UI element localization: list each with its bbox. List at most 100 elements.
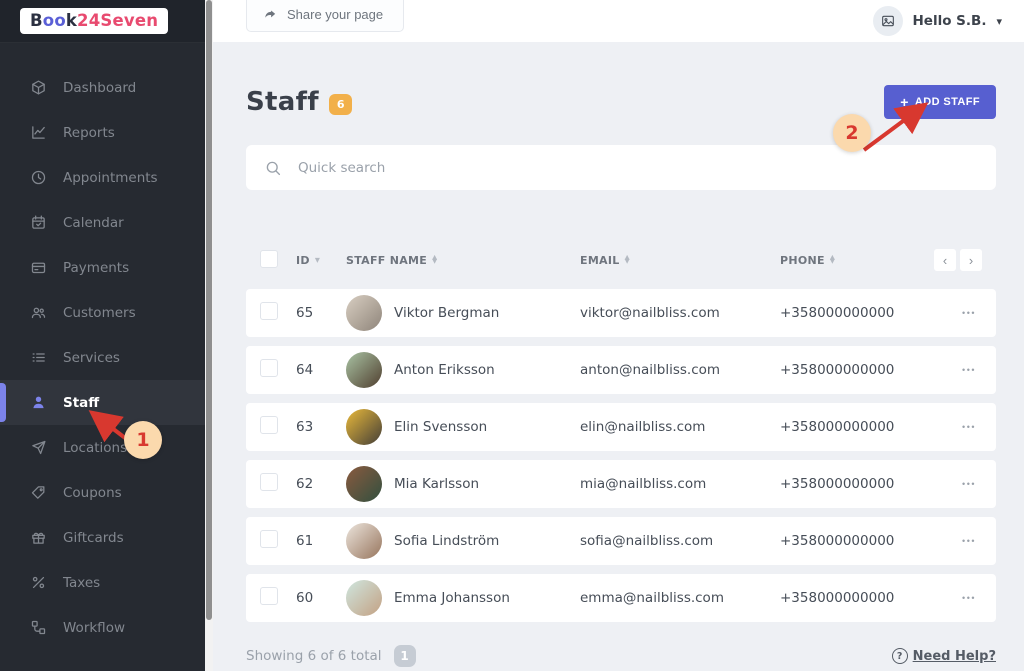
- table-row[interactable]: 62 Mia Karlsson mia@nailbliss.com +35800…: [246, 460, 996, 508]
- sidebar-item-reports[interactable]: Reports: [0, 110, 205, 155]
- chart-icon: [32, 126, 45, 139]
- logo-clock-oo: oo: [42, 11, 66, 30]
- staff-count-badge: 6: [328, 93, 353, 115]
- top-header: Share your page Hello S.B. ▾: [213, 0, 1024, 42]
- sidebar-item-services[interactable]: Services: [0, 335, 205, 380]
- annotation-step-1: 1: [124, 421, 162, 459]
- row-checkbox[interactable]: [260, 473, 278, 491]
- scrollbar-track[interactable]: [205, 0, 213, 671]
- staff-avatar: [346, 466, 382, 502]
- sidebar-item-giftcards[interactable]: Giftcards: [0, 515, 205, 560]
- help-icon: ?: [891, 648, 908, 664]
- sidebar-item-taxes[interactable]: Taxes: [0, 560, 205, 605]
- staff-avatar: [346, 409, 382, 445]
- staff-email: elin@nailbliss.com: [580, 419, 706, 435]
- person-icon: [33, 396, 44, 409]
- staff-table: 65 Viktor Bergman viktor@nailbliss.com +…: [246, 289, 996, 622]
- sidebar-item-label: Coupons: [63, 484, 122, 501]
- logo-strip: Book24Seven: [0, 0, 205, 43]
- row-checkbox[interactable]: [260, 530, 278, 548]
- column-label: ID: [296, 253, 310, 267]
- staff-phone: +358000000000: [780, 419, 895, 435]
- column-header-email[interactable]: EMAIL ▲ ▼: [580, 254, 780, 267]
- share-page-button[interactable]: Share your page: [246, 0, 405, 32]
- sidebar-item-locations[interactable]: Locations: [0, 425, 205, 470]
- share-button-label: Share your page: [287, 7, 384, 22]
- row-actions-button[interactable]: •••: [956, 307, 982, 319]
- sidebar-item-label: Staff: [63, 394, 100, 411]
- staff-name: Viktor Bergman: [394, 305, 500, 321]
- scrollbar-thumb[interactable]: [206, 0, 212, 620]
- results-summary: Showing 6 of 6 total: [246, 648, 382, 664]
- add-staff-button[interactable]: + ADD STAFF: [884, 85, 996, 119]
- row-actions-button[interactable]: •••: [956, 592, 982, 604]
- select-all-checkbox[interactable]: [260, 249, 278, 268]
- row-checkbox[interactable]: [260, 416, 278, 434]
- staff-avatar: [346, 523, 382, 559]
- column-header-staff-name[interactable]: STAFF NAME ▲ ▼: [346, 254, 580, 267]
- staff-name: Mia Karlsson: [394, 476, 480, 492]
- table-row[interactable]: 65 Viktor Bergman viktor@nailbliss.com +…: [246, 289, 996, 337]
- sidebar-item-dashboard[interactable]: Dashboard: [0, 65, 205, 110]
- content-area: Staff 6 + ADD STAFF ID ▾ STAFF NAME: [213, 42, 1024, 671]
- search-icon: [266, 161, 281, 175]
- sort-both-icon: ▲ ▼: [432, 253, 438, 265]
- staff-avatar: [346, 580, 382, 616]
- staff-name: Emma Johansson: [394, 590, 510, 606]
- row-checkbox[interactable]: [260, 302, 278, 320]
- logo-text-k: k: [65, 11, 78, 30]
- avatar: [872, 6, 903, 36]
- search-input[interactable]: [296, 158, 978, 177]
- tag-icon: [31, 486, 45, 499]
- search-box: [246, 145, 996, 190]
- sort-caret-icon: ▾: [314, 254, 321, 266]
- row-actions-button[interactable]: •••: [956, 421, 982, 433]
- pagination: ‹ ›: [924, 249, 982, 271]
- sidebar-item-appointments[interactable]: Appointments: [0, 155, 205, 200]
- users-icon: [31, 307, 46, 319]
- row-actions-button[interactable]: •••: [956, 364, 982, 376]
- sidebar: Book24Seven Dashboard Reports Appointmen…: [0, 0, 205, 671]
- workflow-icon: [31, 620, 46, 635]
- staff-name: Elin Svensson: [394, 419, 488, 435]
- table-row[interactable]: 61 Sofia Lindström sofia@nailbliss.com +…: [246, 517, 996, 565]
- pagination-next-button[interactable]: ›: [960, 249, 982, 271]
- staff-avatar: [346, 352, 382, 388]
- staff-phone: +358000000000: [780, 590, 895, 606]
- clock-icon: [31, 170, 46, 185]
- row-checkbox[interactable]: [260, 359, 278, 377]
- logo[interactable]: Book24Seven: [20, 8, 169, 34]
- sidebar-item-label: Appointments: [63, 169, 158, 186]
- cube-icon: [32, 80, 45, 95]
- sidebar-item-coupons[interactable]: Coupons: [0, 470, 205, 515]
- table-row[interactable]: 63 Elin Svensson elin@nailbliss.com +358…: [246, 403, 996, 451]
- staff-id: 63: [296, 419, 314, 435]
- title-row: Staff 6 + ADD STAFF: [246, 84, 996, 120]
- page-number-badge[interactable]: 1: [393, 645, 416, 667]
- row-actions-button[interactable]: •••: [956, 478, 982, 490]
- sidebar-item-workflow[interactable]: Workflow: [0, 605, 205, 650]
- annotation-step-2: 2: [833, 114, 871, 152]
- column-header-id[interactable]: ID ▾: [296, 254, 346, 267]
- table-row[interactable]: 60 Emma Johansson emma@nailbliss.com +35…: [246, 574, 996, 622]
- add-staff-label: ADD STAFF: [914, 96, 980, 108]
- need-help-link[interactable]: ? Need Help?: [891, 648, 996, 664]
- sidebar-item-label: Dashboard: [63, 79, 137, 96]
- sidebar-item-label: Locations: [63, 439, 128, 456]
- staff-phone: +358000000000: [780, 533, 895, 549]
- user-menu[interactable]: Hello S.B. ▾: [872, 0, 1002, 42]
- pagination-prev-button[interactable]: ‹: [934, 249, 956, 271]
- sidebar-item-staff[interactable]: Staff: [0, 380, 205, 425]
- column-header-phone[interactable]: PHONE ▲ ▼: [780, 254, 924, 267]
- staff-phone: +358000000000: [780, 362, 895, 378]
- table-row[interactable]: 64 Anton Eriksson anton@nailbliss.com +3…: [246, 346, 996, 394]
- row-checkbox[interactable]: [260, 587, 278, 605]
- sidebar-item-customers[interactable]: Customers: [0, 290, 205, 335]
- main-area: Share your page Hello S.B. ▾ Staff 6 + A…: [213, 0, 1024, 671]
- sidebar-item-calendar[interactable]: Calendar: [0, 200, 205, 245]
- row-actions-button[interactable]: •••: [956, 535, 982, 547]
- sidebar-item-label: Taxes: [63, 574, 101, 591]
- sidebar-item-payments[interactable]: Payments: [0, 245, 205, 290]
- staff-id: 64: [296, 362, 314, 378]
- sidebar-item-label: Workflow: [63, 619, 125, 636]
